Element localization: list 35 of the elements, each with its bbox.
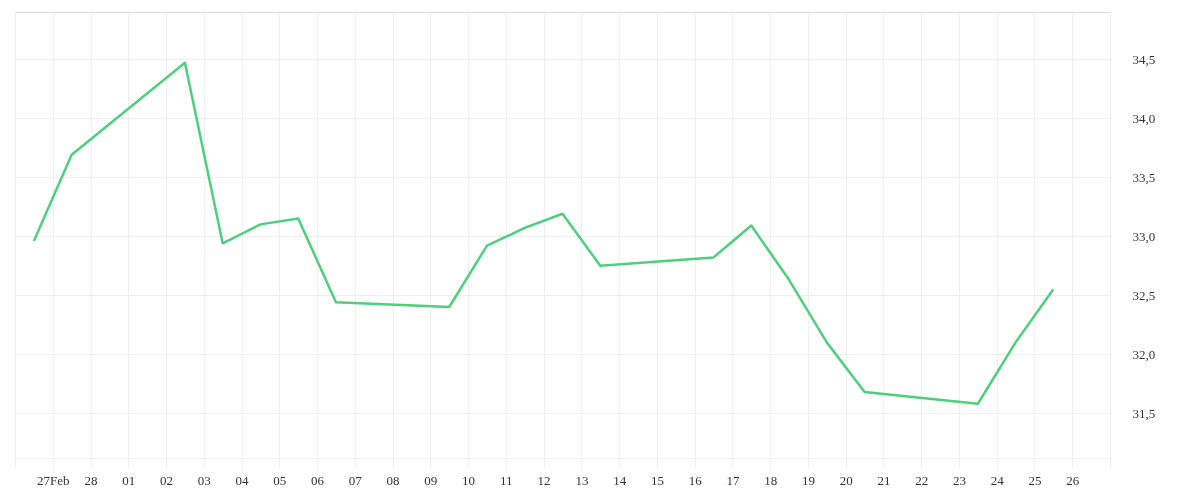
y-tick-label: 31,5 — [1132, 405, 1156, 421]
x-tick-label: 28 — [84, 472, 98, 488]
x-tick-label: 07 — [348, 472, 363, 488]
x-tick-label: 09 — [424, 472, 438, 488]
x-tick-label: 14 — [613, 472, 627, 488]
y-tick-label: 33,5 — [1132, 169, 1156, 185]
x-tick-label: 04 — [235, 472, 250, 488]
x-tick-label: 19 — [801, 472, 815, 488]
x-tick-label: 01 — [122, 472, 136, 488]
y-tick-label: 32,5 — [1132, 287, 1156, 303]
x-tick-label: 11 — [500, 472, 513, 488]
x-tick-label: 05 — [273, 472, 287, 488]
x-tick-label: 21 — [877, 472, 891, 488]
x-tick-label: 25 — [1028, 472, 1042, 488]
x-tick-label: 18 — [764, 472, 778, 488]
x-tick-label: 23 — [952, 472, 966, 488]
y-tick-label: 33,0 — [1132, 228, 1156, 244]
x-tick-label: 08 — [386, 472, 400, 488]
y-tick-label: 34,5 — [1132, 51, 1156, 67]
x-tick-label: 12 — [537, 472, 551, 488]
x-tick-label: 06 — [311, 472, 325, 488]
x-tick-label: 24 — [990, 472, 1005, 488]
x-tick-label: 03 — [197, 472, 211, 488]
x-tick-label: 10 — [462, 472, 476, 488]
x-tick-label: 13 — [575, 472, 589, 488]
x-tick-label: 02 — [160, 472, 174, 488]
y-tick-label: 34,0 — [1132, 110, 1156, 126]
x-tick-label: 17 — [726, 472, 740, 488]
x-tick-label: 15 — [650, 472, 664, 488]
x-tick-label: 16 — [688, 472, 703, 488]
x-tick-label: 26 — [1066, 472, 1080, 488]
x-tick-label: 20 — [839, 472, 853, 488]
x-tick-label: 27Feb — [37, 472, 70, 488]
x-tick-label: 22 — [915, 472, 929, 488]
y-tick-label: 32,0 — [1132, 346, 1156, 362]
